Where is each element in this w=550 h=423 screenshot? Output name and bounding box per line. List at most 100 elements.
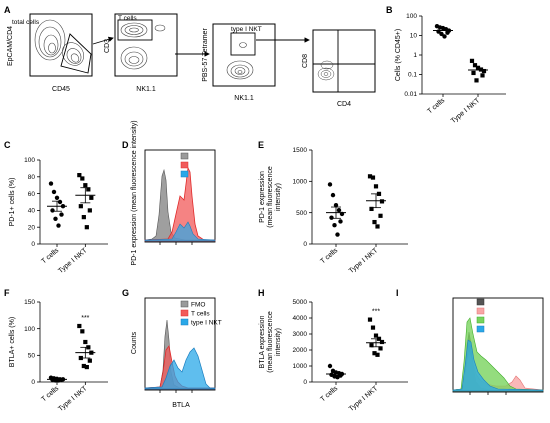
y-tick-label: 2000 (293, 347, 308, 354)
data-point (83, 183, 88, 188)
data-point (84, 364, 89, 370)
y-axis-label: intensity) (275, 183, 282, 211)
histogram-d-x-ticks (159, 242, 193, 245)
histogram-i-legend (476, 298, 485, 333)
gating-plot-3: type I NKT NK1.1 PBS-57 Tetramer (202, 23, 276, 102)
y-tick-label: 0 (303, 379, 307, 386)
dotplot-panel-b: 100 10 1 0.1 0.01 Cells (% CD45+) T cells Type … (395, 13, 506, 125)
gating-4-y-label: CD8 (302, 54, 309, 68)
data-point (332, 223, 337, 228)
panel-letter-g: G (122, 288, 129, 298)
data-point (375, 352, 380, 357)
y-tick-label: 40 (28, 208, 36, 215)
data-point (373, 333, 379, 338)
data-point (56, 223, 61, 228)
data-point (474, 78, 479, 83)
data-point (369, 206, 374, 212)
data-point (481, 68, 487, 74)
data-point (335, 375, 340, 380)
data-point (87, 208, 92, 213)
data-point (379, 339, 385, 345)
category-label: Type I NKT (57, 247, 89, 275)
panel-letter-c: C (4, 140, 11, 150)
data-point (54, 195, 60, 200)
histogram-g-x-ticks (159, 390, 193, 393)
data-point (80, 329, 85, 334)
y-tick-label: 60 (28, 191, 36, 198)
gating-2-y-label: CD3 (104, 39, 111, 53)
data-point (369, 343, 374, 348)
data-point (372, 351, 377, 356)
gating-3-y-label: PBS-57 Tetramer (202, 28, 209, 82)
histogram-g-y-label: Counts (131, 331, 138, 354)
data-point (333, 202, 339, 208)
type-i-nkt-histogram (144, 347, 216, 390)
category-label: T cells (40, 247, 60, 266)
legend-g-fmo: FMO (191, 302, 205, 309)
significance-label: *** (81, 315, 89, 322)
gating-arrow-1 (92, 36, 114, 45)
y-axis-label: Cells (% CD45+) (395, 29, 402, 81)
data-point (370, 325, 376, 330)
histogram-d-legend (180, 152, 189, 178)
y-tick-label: 100 (24, 326, 35, 333)
y-axis-label: PD-1 expression (259, 171, 266, 223)
y-tick-label: 150 (24, 299, 35, 306)
histogram-g-legend: FMO T cells type I NKT (180, 300, 222, 327)
data-point (439, 31, 444, 37)
y-tick-label: 1000 (293, 363, 308, 370)
y-tick-label: 10 (410, 33, 418, 40)
data-point (330, 192, 336, 198)
significance-label: *** (372, 309, 380, 316)
data-point (445, 30, 450, 35)
y-tick-label: 80 (28, 174, 36, 181)
y-tick-label: 1000 (293, 179, 308, 186)
y-tick-label: 0.1 (408, 72, 417, 79)
type-i-nkt-histogram (144, 221, 216, 242)
histogram-i-x-ticks (469, 392, 507, 395)
data-point (335, 232, 340, 237)
data-point (87, 358, 92, 363)
gating-plot-4: CD4 CD8 (302, 29, 376, 108)
data-point (378, 213, 383, 218)
data-point (48, 181, 54, 186)
data-point (84, 225, 89, 230)
y-axis-label: BTLA+ cells (%) (9, 317, 16, 367)
data-point (50, 208, 55, 213)
y-tick-label: 0 (303, 241, 307, 248)
panel-letter-a: A (4, 5, 11, 15)
histogram-d-y-label: PD-1 expression (mean fluorescence inten… (131, 120, 138, 265)
category-label: T cells (40, 385, 60, 404)
data-point (81, 215, 86, 220)
y-tick-label: 500 (296, 210, 307, 217)
panel-letter-d: D (122, 140, 129, 150)
data-point (57, 199, 63, 205)
data-point (442, 34, 447, 39)
dotplot-panel-h: 5000 4000 3000 2000 1000 0 BTLA expression (mea… (259, 299, 408, 413)
dotplot-panel-e: 1500 1000 500 0 PD-1 expression (mean fluores… (259, 147, 408, 275)
data-point (327, 182, 333, 187)
data-point (475, 65, 481, 70)
panel-letter-h: H (258, 288, 265, 298)
legend-g-type-i-nkt: type I NKT (191, 320, 222, 327)
gating-1-y-label: EpCAM/CD4 (7, 26, 14, 66)
gating-plot-1: total cells CD45 EpCAM/CD4 (7, 13, 93, 93)
y-tick-label: 1 (413, 52, 417, 59)
data-point (336, 207, 342, 213)
panel-letter-e: E (258, 140, 264, 150)
data-point (373, 184, 379, 189)
gating-1-x-label: CD45 (52, 86, 70, 93)
gating-plot-2: T cells NK1.1 CD3 (104, 13, 178, 93)
legend-g-t-cells: T cells (191, 311, 210, 318)
gate-label-t-cells: T cells (118, 15, 137, 22)
y-tick-label: 0 (31, 241, 35, 248)
data-point (370, 175, 376, 180)
data-point (338, 219, 343, 224)
y-tick-label: 20 (28, 224, 36, 231)
stromal-cells-histogram (452, 339, 544, 392)
data-point (53, 216, 58, 221)
data-point (469, 58, 475, 63)
category-label: Type I NKT (450, 97, 482, 125)
